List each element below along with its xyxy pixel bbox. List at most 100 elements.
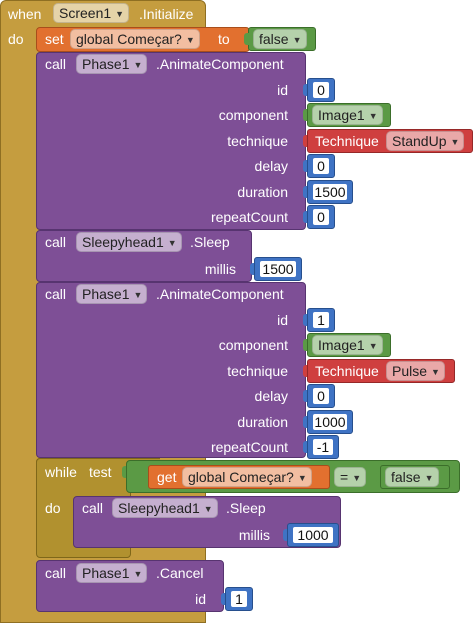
- animate-component-block-1[interactable]: [36, 52, 306, 230]
- sleep1-method-label: .Sleep: [190, 234, 230, 250]
- get-variable-label: global Começar?: [188, 469, 294, 485]
- param-duration: duration: [237, 184, 288, 200]
- false-label: false: [259, 31, 289, 47]
- chevron-down-icon: ▼: [368, 341, 378, 351]
- sleep1-millis-number[interactable]: 1500: [254, 257, 302, 281]
- chevron-down-icon: ▼: [292, 35, 302, 45]
- cancel-id-value[interactable]: 1: [231, 591, 247, 607]
- param-id: id: [277, 312, 288, 328]
- compare-operator-label: =: [340, 469, 349, 485]
- chevron-down-icon: ▼: [431, 367, 440, 377]
- sleep2-method-label: .Sleep: [226, 500, 266, 516]
- false-dropdown[interactable]: false ▼: [253, 29, 307, 49]
- animate2-component-dropdown[interactable]: Phase1 ▼: [76, 284, 148, 304]
- animate2-repeatcount-number[interactable]: -1: [307, 435, 339, 459]
- chevron-down-icon: ▼: [167, 238, 177, 248]
- param-duration: duration: [237, 414, 288, 430]
- animate1-repeatcount-value[interactable]: 0: [313, 209, 329, 225]
- chevron-down-icon: ▼: [133, 569, 143, 579]
- cancel-id-number[interactable]: 1: [225, 587, 253, 611]
- chevron-down-icon: ▼: [115, 9, 125, 19]
- param-component: component: [218, 107, 288, 123]
- animate1-technique-value: StandUp: [392, 133, 447, 149]
- chevron-down-icon: ▼: [133, 60, 143, 70]
- param-repeatcount: repeatCount: [210, 209, 288, 225]
- param-delay: delay: [254, 388, 288, 404]
- animate2-delay-value[interactable]: 0: [313, 388, 329, 404]
- animate1-repeatcount-number[interactable]: 0: [307, 205, 335, 229]
- animate1-id-value[interactable]: 0: [313, 82, 329, 98]
- sleep2-millis-value[interactable]: 1000: [293, 527, 333, 543]
- keyword-set: set: [45, 31, 64, 47]
- animate2-id-number[interactable]: 1: [307, 308, 335, 332]
- animate2-id-value[interactable]: 1: [313, 312, 329, 328]
- animate1-delay-number[interactable]: 0: [307, 154, 335, 178]
- keyword-call: call: [45, 565, 67, 581]
- chevron-down-icon: ▼: [424, 473, 434, 483]
- animate2-method-label: .AnimateComponent: [156, 286, 284, 302]
- sleep2-component-label: Sleepyhead1: [118, 500, 200, 516]
- get-variable-dropdown[interactable]: global Começar? ▼: [182, 467, 312, 487]
- sleep1-component-dropdown[interactable]: Sleepyhead1 ▼: [76, 232, 182, 252]
- animate1-technique-label: Technique: [315, 133, 379, 149]
- animate1-image-label: Image1: [318, 107, 365, 123]
- animate1-duration-value[interactable]: 1500: [313, 184, 347, 200]
- compare-false-label: false: [391, 469, 421, 485]
- animate1-component-dropdown[interactable]: Phase1 ▼: [76, 54, 148, 74]
- event-component-label: Screen1: [59, 5, 112, 21]
- keyword-when: when: [8, 6, 42, 22]
- animate2-technique-value: Pulse: [392, 363, 428, 379]
- animate2-component-label: Phase1: [82, 286, 130, 302]
- keyword-get: get: [157, 469, 177, 485]
- animate1-id-number[interactable]: 0: [307, 78, 335, 102]
- set-variable-dropdown[interactable]: global Começar? ▼: [70, 29, 200, 49]
- animate2-technique-dropdown[interactable]: Pulse ▼: [386, 361, 445, 381]
- keyword-call: call: [45, 286, 67, 302]
- animate2-image-dropdown[interactable]: Image1 ▼: [312, 335, 383, 355]
- animate1-duration-number[interactable]: 1500: [307, 180, 353, 204]
- animate1-method-label: .AnimateComponent: [156, 56, 284, 72]
- chevron-down-icon: ▼: [368, 111, 378, 121]
- chevron-down-icon: ▼: [185, 35, 195, 45]
- keyword-call: call: [82, 500, 104, 516]
- param-id: id: [195, 591, 206, 607]
- chevron-down-icon: ▼: [297, 473, 307, 483]
- chevron-down-icon: ▼: [133, 290, 143, 300]
- param-id: id: [277, 82, 288, 98]
- animate-component-block-2[interactable]: [36, 282, 306, 458]
- param-technique: technique: [227, 363, 288, 379]
- event-component-dropdown[interactable]: Screen1 ▼: [53, 3, 130, 23]
- sleep2-component-dropdown[interactable]: Sleepyhead1 ▼: [112, 498, 218, 518]
- event-name-label: .Initialize: [139, 6, 194, 22]
- animate2-duration-value[interactable]: 1000: [313, 414, 347, 430]
- sleep1-component-label: Sleepyhead1: [82, 234, 164, 250]
- animate1-technique-dropdown[interactable]: StandUp ▼: [386, 131, 465, 151]
- keyword-do: do: [45, 500, 61, 516]
- keyword-to: to: [218, 31, 230, 47]
- cancel-component-dropdown[interactable]: Phase1 ▼: [76, 563, 148, 583]
- chevron-down-icon: ▼: [450, 137, 460, 147]
- cancel-component-label: Phase1: [82, 565, 130, 581]
- sleep1-millis-value[interactable]: 1500: [260, 261, 296, 277]
- animate2-technique-label: Technique: [315, 363, 379, 379]
- set-variable-label: global Começar?: [76, 31, 182, 47]
- keyword-test: test: [89, 464, 112, 480]
- param-delay: delay: [254, 158, 288, 174]
- sleep2-millis-number[interactable]: 1000: [287, 523, 339, 547]
- compare-operator-dropdown[interactable]: = ▼: [334, 467, 367, 487]
- animate1-delay-value[interactable]: 0: [313, 158, 329, 174]
- animate1-component-label: Phase1: [82, 56, 130, 72]
- animate2-delay-number[interactable]: 0: [307, 384, 335, 408]
- animate2-repeatcount-value[interactable]: -1: [313, 439, 333, 455]
- animate2-duration-number[interactable]: 1000: [307, 410, 353, 434]
- socket-plug: [244, 33, 252, 45]
- compare-false-dropdown[interactable]: false ▼: [385, 467, 439, 487]
- param-component: component: [218, 337, 288, 353]
- cancel-method-label: .Cancel: [156, 565, 204, 581]
- chevron-down-icon: ▼: [352, 473, 362, 483]
- animate1-image-dropdown[interactable]: Image1 ▼: [312, 105, 383, 125]
- param-millis: millis: [204, 261, 236, 277]
- param-repeatcount: repeatCount: [210, 439, 288, 455]
- keyword-while: while: [45, 464, 77, 480]
- keyword-call: call: [45, 234, 67, 250]
